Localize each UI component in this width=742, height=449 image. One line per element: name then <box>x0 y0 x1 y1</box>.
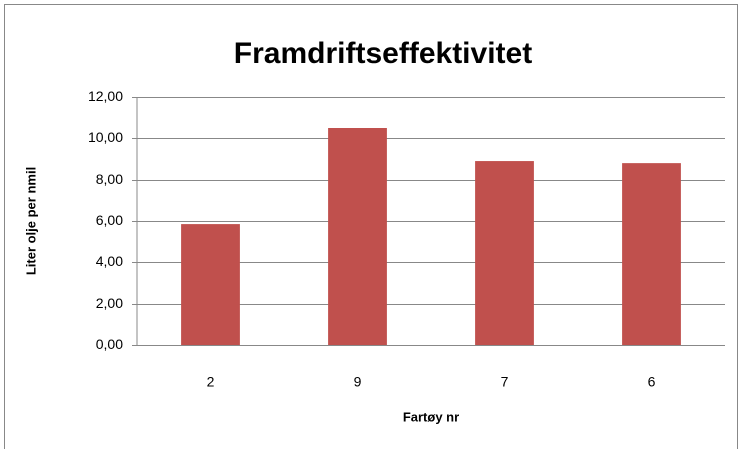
chart-title: Framdriftseffektivitet <box>234 37 532 70</box>
bar <box>622 163 681 345</box>
y-tick-label: 0,00 <box>96 336 123 352</box>
y-tick-label: 8,00 <box>96 171 123 187</box>
x-axis-label: Fartøy nr <box>403 409 459 424</box>
y-tick-label: 4,00 <box>96 253 123 269</box>
x-tick-label: 2 <box>207 374 215 390</box>
y-tick-label: 12,00 <box>88 88 123 104</box>
y-axis-label: Liter olje per nmil <box>23 167 38 275</box>
y-tick-label: 2,00 <box>96 295 123 311</box>
x-tick-label: 7 <box>501 374 509 390</box>
y-tick-label: 6,00 <box>96 212 123 228</box>
bar <box>328 128 387 345</box>
bar <box>475 161 534 345</box>
y-tick-label: 10,00 <box>88 129 123 145</box>
x-tick-label: 9 <box>354 374 362 390</box>
bar <box>181 224 240 345</box>
x-tick-label: 6 <box>648 374 656 390</box>
